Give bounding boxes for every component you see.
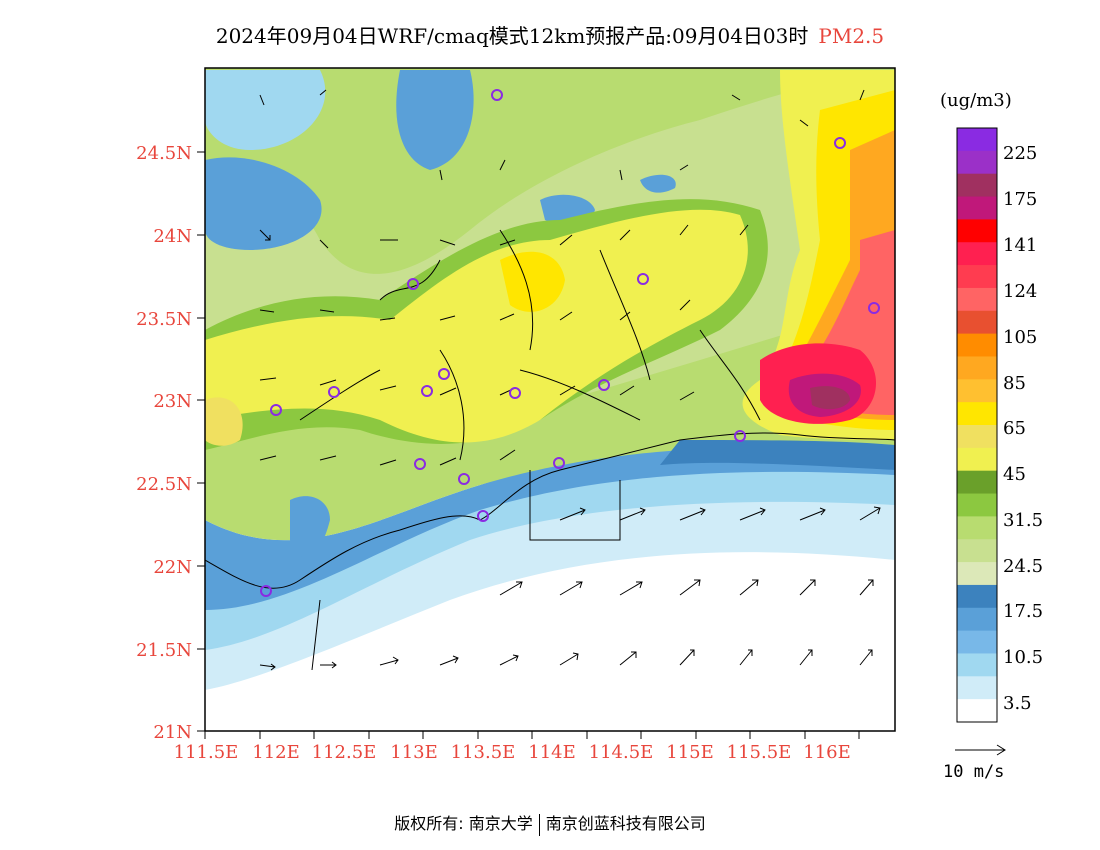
colorbar-label: 31.5	[1003, 510, 1043, 531]
lon-tick: 112E	[252, 742, 300, 763]
colorbar-swatch	[957, 196, 997, 220]
colorbar-swatch	[957, 470, 997, 495]
colorbar-label: 105	[1003, 327, 1037, 348]
colorbar-swatch	[957, 128, 997, 152]
lon-tick: 116E	[803, 742, 851, 763]
lon-tick: 114E	[528, 742, 576, 763]
colorbar-swatch	[957, 516, 997, 540]
lat-tick: 24N	[153, 226, 192, 247]
colorbar-label: 141	[1003, 235, 1037, 256]
colorbar-swatch	[957, 265, 997, 289]
lat-tick: 21.5N	[136, 640, 192, 661]
lat-tick: 23N	[153, 391, 192, 412]
colorbar-swatch	[957, 447, 997, 472]
lon-tick: 113E	[390, 742, 438, 763]
colorbar-label: 3.5	[1003, 693, 1032, 714]
colorbar-swatch	[957, 333, 997, 357]
colorbar-label: 175	[1003, 189, 1037, 210]
lon-axis: 111.5E 112E 112.5E 113E 113.5E 114E 114.…	[174, 731, 860, 763]
colorbar-unit: (ug/m3)	[940, 90, 1012, 111]
monitoring-stations	[260, 89, 880, 597]
colorbar-label: 10.5	[1003, 647, 1043, 668]
copyright-text: 版权所有: 南京大学	[394, 814, 533, 833]
map-title: 2024年09月04日WRF/cmaq模式12km预报产品:09月04日03时 P…	[0, 20, 1100, 49]
colorbar-swatch	[957, 242, 997, 266]
colorbar-swatch	[957, 310, 997, 335]
colorbar-label: 45	[1003, 464, 1026, 485]
company-text: 南京创蓝科技有限公司	[545, 814, 706, 833]
colorbar-swatch	[957, 584, 997, 609]
lat-tick: 21N	[153, 722, 192, 743]
colorbar-label: 17.5	[1003, 601, 1043, 622]
colorbar-swatch	[957, 562, 997, 586]
colorbar-label: 24.5	[1003, 556, 1043, 577]
colorbar-swatch	[957, 699, 997, 723]
colorbar-swatch	[957, 607, 997, 632]
colorbar-swatch	[957, 150, 997, 175]
colorbar-swatches	[957, 128, 997, 723]
wind-reference-arrow	[955, 744, 1006, 756]
colorbar-swatch	[957, 287, 997, 312]
colorbar-label: 65	[1003, 418, 1026, 439]
colorbar-swatch	[957, 402, 997, 426]
colorbar-swatch	[957, 653, 997, 677]
footer: 版权所有: 南京大学 南京创蓝科技有限公司	[0, 810, 1100, 836]
lon-tick: 115.5E	[727, 742, 792, 763]
pm25-field	[205, 68, 895, 731]
colorbar-swatch	[957, 219, 997, 243]
colorbar-swatch	[957, 539, 997, 563]
wind-reference-label: 10 m/s	[943, 762, 1005, 782]
lat-axis: 21N 21.5N 22N 22.5N 23N 23.5N 24N 24.5N	[136, 143, 205, 743]
colorbar-swatch	[957, 425, 997, 449]
lon-tick: 114.5E	[589, 742, 654, 763]
colorbar-label: 225	[1003, 143, 1037, 164]
lat-tick: 22N	[153, 557, 192, 578]
lon-tick: 113.5E	[451, 742, 516, 763]
footer-divider	[538, 813, 540, 836]
colorbar-swatch	[957, 356, 997, 380]
colorbar-swatch	[957, 630, 997, 654]
colorbar-label: 124	[1003, 281, 1037, 302]
colorbar-swatch	[957, 493, 997, 517]
colorbar-frame	[956, 127, 998, 723]
lon-tick: 111.5E	[174, 742, 239, 763]
pollutant-label: PM2.5	[818, 24, 885, 48]
lat-tick: 24.5N	[136, 143, 192, 164]
colorbar-label: 85	[1003, 373, 1026, 394]
colorbar: 225 175 141 124 105 85 65 45 31.5 24.5 1…	[956, 127, 1043, 723]
lat-tick: 22.5N	[136, 474, 192, 495]
lat-tick: 23.5N	[136, 309, 192, 330]
wind-vectors	[259, 89, 881, 671]
lon-tick: 115E	[666, 742, 714, 763]
title-text: 2024年09月04日WRF/cmaq模式12km预报产品:09月04日03时	[215, 24, 809, 48]
colorbar-swatch	[957, 173, 997, 198]
colorbar-swatch	[957, 676, 997, 700]
colorbar-swatch	[957, 379, 997, 403]
lon-tick: 112.5E	[312, 742, 377, 763]
